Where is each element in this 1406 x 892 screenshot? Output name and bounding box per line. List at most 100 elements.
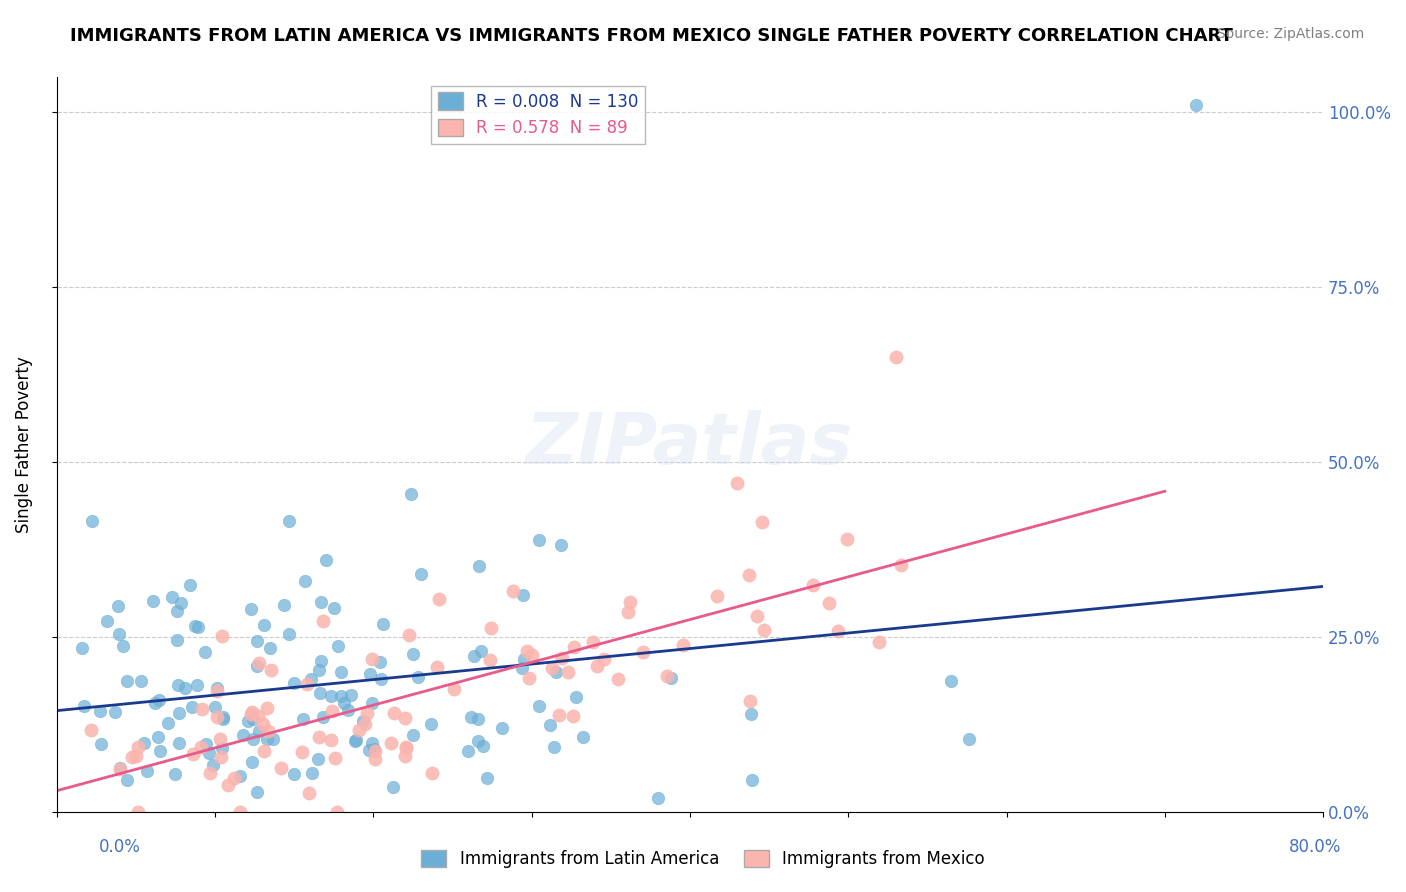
Point <box>827 624 849 639</box>
Point <box>323 751 346 765</box>
Point <box>246 659 269 673</box>
Point <box>242 732 264 747</box>
Point <box>80 723 103 738</box>
Point <box>156 715 179 730</box>
Point <box>647 791 669 805</box>
Point <box>890 558 912 573</box>
Point <box>253 744 276 758</box>
Point <box>217 778 239 792</box>
Point <box>142 593 165 607</box>
Point <box>361 696 384 710</box>
Legend: R = 0.008  N = 130, R = 0.578  N = 89: R = 0.008 N = 130, R = 0.578 N = 89 <box>430 86 645 144</box>
Point <box>198 765 221 780</box>
Point <box>510 661 533 675</box>
Point <box>319 732 342 747</box>
Point <box>491 722 513 736</box>
Point <box>256 700 278 714</box>
Point <box>406 670 429 684</box>
Point <box>229 769 252 783</box>
Point <box>246 785 269 799</box>
Point <box>546 665 568 680</box>
Point <box>143 696 166 710</box>
Point <box>312 710 335 724</box>
Point <box>402 647 425 661</box>
Point <box>174 681 197 695</box>
Point <box>166 603 188 617</box>
Y-axis label: Single Father Poverty: Single Father Poverty <box>15 357 32 533</box>
Point <box>121 750 143 764</box>
Point <box>167 736 190 750</box>
Point <box>273 598 295 612</box>
Point <box>262 732 284 747</box>
Point <box>146 730 169 744</box>
Point <box>308 663 330 677</box>
Point <box>741 772 763 787</box>
Point <box>211 741 233 756</box>
Point <box>740 707 762 722</box>
Point <box>939 674 962 689</box>
Point <box>409 566 432 581</box>
Point <box>259 640 281 655</box>
Point <box>512 588 534 602</box>
Point <box>194 645 217 659</box>
Point <box>224 771 246 785</box>
Point <box>427 592 450 607</box>
Point <box>370 672 392 686</box>
Point <box>513 652 536 666</box>
Point <box>738 568 761 582</box>
Point <box>277 627 299 641</box>
Point <box>745 609 768 624</box>
Point <box>835 533 858 547</box>
Point <box>291 745 314 759</box>
Text: Source: ZipAtlas.com: Source: ZipAtlas.com <box>1216 27 1364 41</box>
Point <box>165 767 187 781</box>
Point <box>127 805 149 820</box>
Point <box>256 731 278 746</box>
Point <box>471 739 494 753</box>
Point <box>89 704 111 718</box>
Point <box>557 665 579 680</box>
Point <box>475 771 498 785</box>
Point <box>467 712 489 726</box>
Point <box>240 707 263 722</box>
Point <box>395 740 418 755</box>
Point <box>260 663 283 677</box>
Point <box>72 641 94 656</box>
Point <box>169 706 191 720</box>
Point <box>543 739 565 754</box>
Point <box>352 714 374 729</box>
Point <box>162 590 184 604</box>
Point <box>190 740 212 755</box>
Point <box>659 671 682 685</box>
Point <box>801 578 824 592</box>
Point <box>201 758 224 772</box>
Point <box>311 614 333 628</box>
Point <box>166 678 188 692</box>
Point <box>108 626 131 640</box>
Point <box>247 724 270 739</box>
Point <box>344 734 367 748</box>
Point <box>232 728 254 742</box>
Point <box>354 717 377 731</box>
Point <box>443 682 465 697</box>
Point <box>228 805 250 820</box>
Point <box>308 730 330 744</box>
Point <box>194 737 217 751</box>
Point <box>460 710 482 724</box>
Text: 0.0%: 0.0% <box>98 838 141 855</box>
Point <box>562 640 585 655</box>
Point <box>315 553 337 567</box>
Point <box>420 766 443 780</box>
Point <box>540 718 562 732</box>
Point <box>307 752 329 766</box>
Point <box>572 730 595 744</box>
Point <box>344 733 367 747</box>
Point <box>740 694 762 708</box>
Point <box>299 672 322 686</box>
Point <box>1185 98 1208 112</box>
Text: ZIPatlas: ZIPatlas <box>526 410 853 480</box>
Point <box>301 766 323 780</box>
Point <box>211 750 233 764</box>
Point <box>470 643 492 657</box>
Point <box>104 705 127 719</box>
